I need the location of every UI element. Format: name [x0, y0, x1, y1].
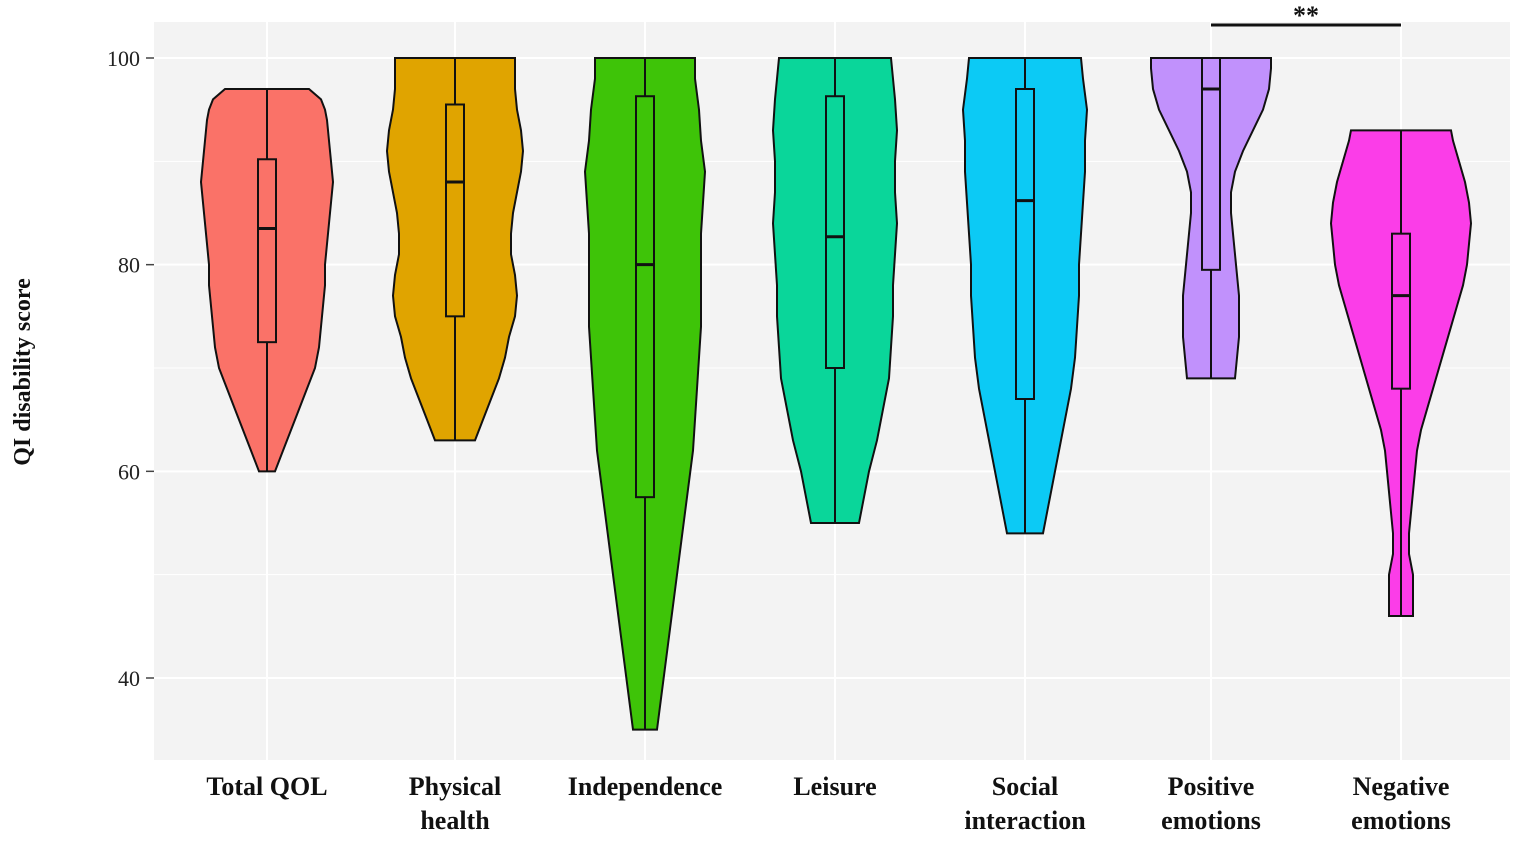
- x-category-label-3: Leisure: [793, 772, 876, 801]
- y-tick-label-100: 100: [107, 46, 140, 71]
- x-category-label-5: Positive emotions: [1161, 772, 1261, 835]
- x-category-label-4: Social interaction: [964, 772, 1086, 835]
- violin-group-5: [1150, 57, 1272, 380]
- x-category-label-line-3-0: Leisure: [793, 772, 876, 801]
- y-axis-title: QI disability score: [10, 278, 36, 466]
- y-tick-label-80: 80: [118, 253, 140, 278]
- x-category-label-line-0-0: Total QOL: [206, 772, 327, 801]
- violin-layer: [199, 57, 1473, 731]
- x-category-label-line-6-1: emotions: [1351, 806, 1451, 835]
- x-category-label-line-1-0: Physical: [409, 772, 501, 801]
- x-category-label-line-6-0: Negative: [1353, 772, 1450, 801]
- x-category-label-line-2-0: Independence: [568, 772, 723, 801]
- y-tick-label-40: 40: [118, 666, 140, 691]
- violin-box-5: [1201, 57, 1221, 271]
- violin-group-6: [1329, 129, 1473, 617]
- x-category-label-line-4-0: Social: [992, 772, 1058, 801]
- x-category-label-line-5-0: Positive: [1168, 772, 1255, 801]
- y-tick-label-60: 60: [118, 459, 140, 484]
- violin-box-2: [635, 95, 655, 499]
- violin-box-1: [445, 103, 465, 318]
- x-category-label-1: Physical health: [409, 772, 501, 835]
- axis-layer: 40 60 80 100: [107, 46, 154, 691]
- violin-box-0: [257, 158, 277, 344]
- label-layer: Total QOL Physical health Independence Leisu…: [206, 1, 1450, 835]
- violin-box-6: [1391, 232, 1411, 390]
- x-category-label-line-5-1: emotions: [1161, 806, 1261, 835]
- x-category-label-0: Total QOL: [206, 772, 327, 801]
- violin-box-3: [825, 95, 845, 369]
- violin-group-1: [385, 57, 525, 442]
- violin-box-4: [1015, 88, 1035, 400]
- x-category-label-line-1-1: health: [420, 806, 490, 835]
- violin-group-2: [583, 57, 707, 731]
- x-category-label-line-4-1: interaction: [964, 806, 1086, 835]
- significance-label-0: **: [1293, 1, 1319, 30]
- x-category-label-6: Negative emotions: [1351, 772, 1451, 835]
- x-category-label-2: Independence: [568, 772, 723, 801]
- violin-group-4: [961, 57, 1089, 535]
- violin-group-3: [771, 57, 899, 524]
- violin-group-0: [199, 88, 335, 473]
